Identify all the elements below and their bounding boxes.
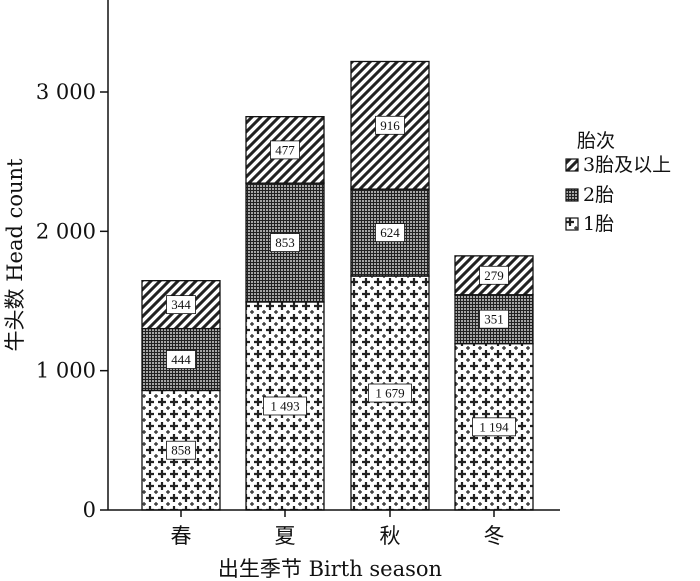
legend-entry: 1胎: [583, 213, 614, 235]
data-label-box: [270, 233, 300, 252]
data-label: 624: [380, 225, 400, 240]
data-label-box: [263, 396, 307, 416]
x-tick-label: 夏: [275, 524, 296, 548]
legend-title: 胎次: [577, 130, 615, 152]
legend-swatch: [565, 158, 579, 172]
data-label-box: [166, 295, 196, 315]
data-label-box: [166, 350, 196, 369]
legend: 胎次 3胎及以上 2胎 1胎: [565, 130, 671, 235]
legend-swatch: [565, 217, 579, 231]
x-tick-label: 春: [171, 524, 192, 548]
data-label: 351: [484, 312, 504, 327]
legend-entry: 2胎: [583, 184, 614, 206]
data-label-box: [472, 417, 516, 437]
legend-entry: 3胎及以上: [583, 154, 671, 176]
y-tick-label: 2 000: [36, 219, 96, 243]
data-label: 444: [171, 352, 191, 367]
data-label-box: [479, 309, 509, 329]
data-label: 1 194: [479, 419, 509, 434]
data-label: 1 679: [375, 386, 404, 401]
x-tick-label: 冬: [484, 524, 505, 548]
bar-segment-3-2: [350, 188, 430, 277]
data-label-box: [166, 440, 196, 460]
legend-swatch: [565, 188, 579, 202]
data-label: 279: [484, 268, 504, 283]
x-tick-label: 秋: [380, 524, 401, 548]
data-label-box: [375, 115, 405, 135]
data-label-box: [375, 223, 405, 242]
y-axis-title: 牛头数 Head count: [3, 158, 27, 352]
data-label: 916: [380, 118, 400, 133]
data-label: 853: [275, 235, 295, 250]
data-label-box: [368, 383, 412, 403]
data-label: 477: [275, 142, 295, 157]
data-label: 344: [171, 297, 191, 312]
y-tick-label: 1 000: [36, 359, 96, 383]
data-label-box: [270, 140, 300, 160]
x-axis-title: 出生季节 Birth season: [218, 557, 442, 581]
data-label-box: [479, 265, 509, 285]
data-label: 1 493: [270, 398, 299, 413]
data-label: 858: [171, 443, 191, 458]
y-tick-label: 0: [83, 498, 96, 522]
y-tick-label: 3 000: [36, 80, 96, 104]
